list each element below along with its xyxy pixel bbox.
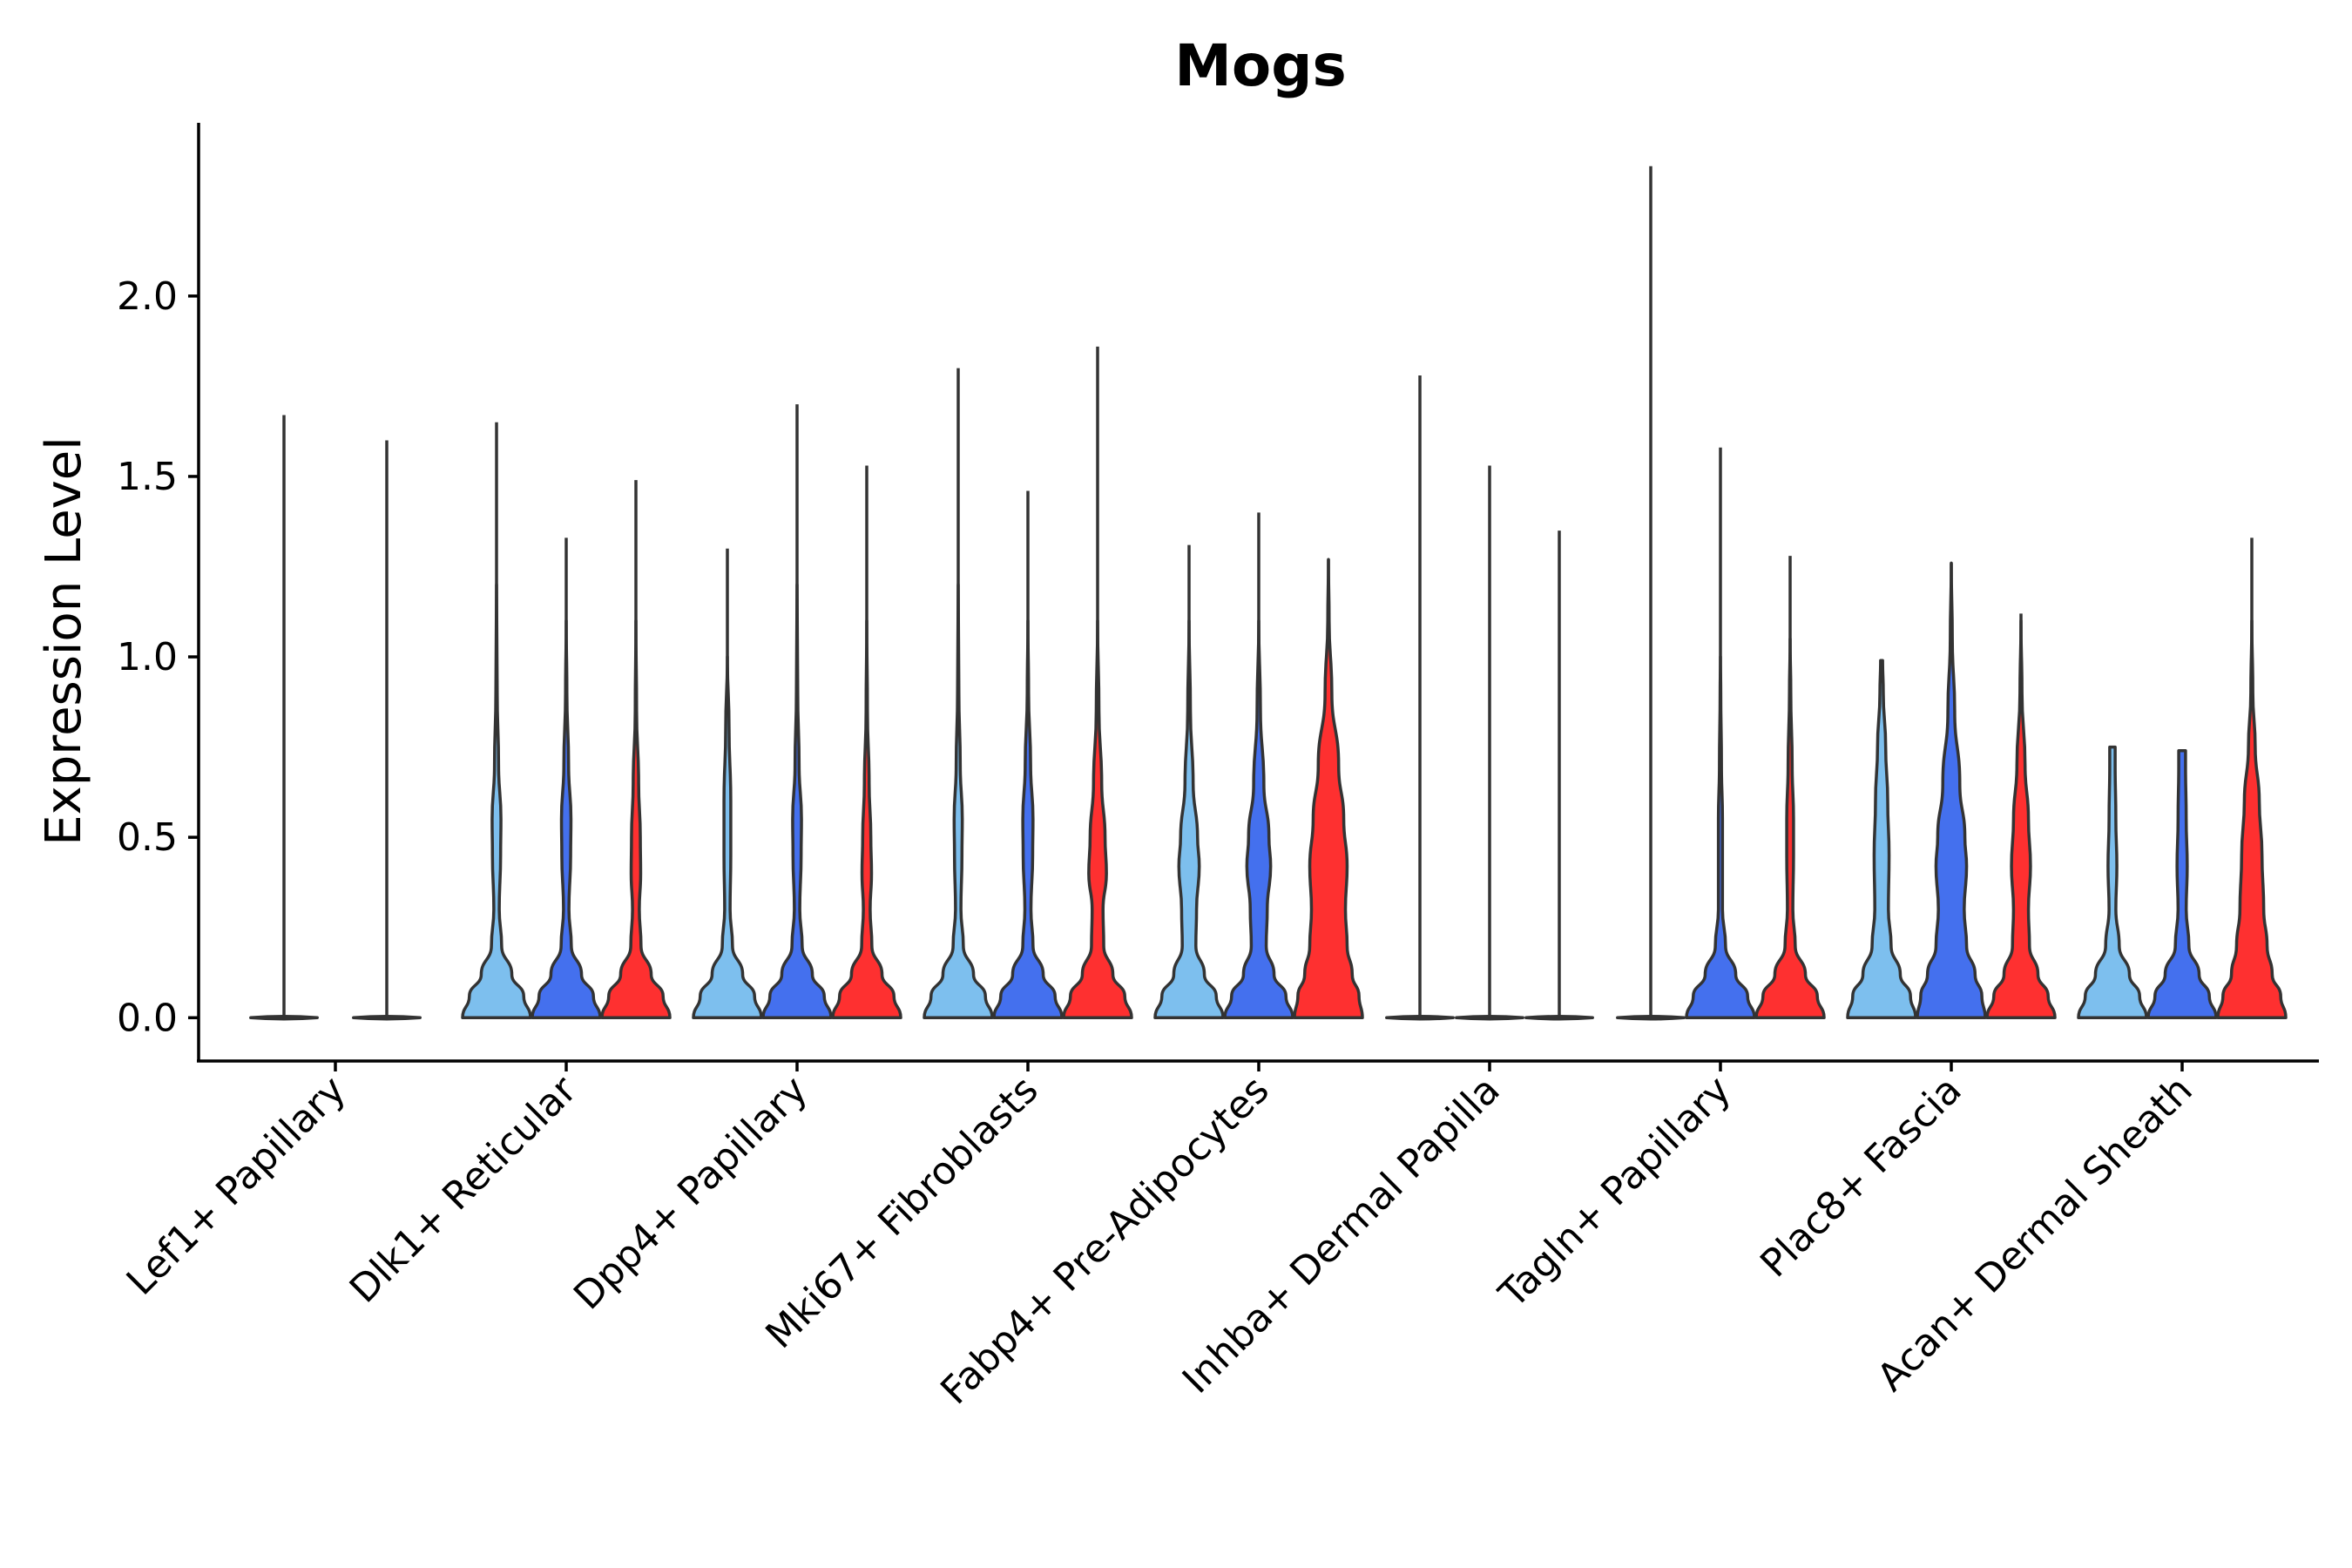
violin-group1 xyxy=(461,583,532,1020)
violin-group3 xyxy=(352,1015,422,1021)
violin-group2 xyxy=(1455,1015,1524,1021)
violin-group1 xyxy=(249,1015,319,1021)
category-group xyxy=(2077,537,2288,1020)
violin-group2 xyxy=(531,618,602,1020)
category-group xyxy=(1616,166,1826,1021)
violin-group2 xyxy=(992,618,1064,1020)
y-tick-label: 0.0 xyxy=(117,996,178,1040)
y-axis-label: Expression Level xyxy=(36,436,92,846)
violin-group1 xyxy=(2077,745,2148,1020)
x-tick-label: Dpp4+ Papillary xyxy=(565,1068,816,1319)
y-tick-label: 2.0 xyxy=(117,274,178,319)
chart-title: Mogs xyxy=(1174,32,1347,99)
category-group xyxy=(461,422,672,1020)
category-group xyxy=(692,404,902,1020)
violin-group3 xyxy=(1293,558,1364,1020)
category-group xyxy=(1385,375,1594,1021)
violin-group3 xyxy=(600,618,672,1020)
violin-group1 xyxy=(923,583,994,1020)
y-tick-label: 1.0 xyxy=(117,635,178,679)
violin-group2 xyxy=(2146,749,2218,1020)
violin-group3 xyxy=(1524,1015,1594,1021)
violin-group2 xyxy=(1223,618,1294,1020)
category-group xyxy=(249,415,422,1021)
violin-group3 xyxy=(1985,618,2057,1020)
violin-group2 xyxy=(761,583,833,1020)
category-group xyxy=(1846,561,2057,1020)
violin-group3 xyxy=(2216,618,2288,1020)
violin-group1 xyxy=(1846,659,1917,1020)
y-tick-label: 1.5 xyxy=(117,455,178,499)
category-group xyxy=(923,346,1133,1020)
violin-group1 xyxy=(692,655,763,1020)
x-tick-label: Plac8+ Fascia xyxy=(1752,1068,1970,1287)
violin-group2 xyxy=(1916,561,1987,1020)
plot-area xyxy=(249,166,2288,1021)
x-tick-label: Dlk1+ Reticular xyxy=(341,1067,586,1312)
violin-group3 xyxy=(1062,618,1133,1020)
violin-group1 xyxy=(1153,618,1225,1020)
x-tick-label: Tagln+ Papillary xyxy=(1490,1068,1740,1317)
violin-group1 xyxy=(1385,1015,1455,1021)
category-group xyxy=(1153,512,1364,1020)
x-tick-label: Lef1+ Papillary xyxy=(118,1068,355,1304)
violin-group3 xyxy=(831,618,902,1020)
violin-group1 xyxy=(1616,1015,1686,1021)
violin-group2 xyxy=(1685,655,1756,1020)
violin-group3 xyxy=(1754,637,1826,1020)
y-axis-ticks: 0.0 0.5 1.0 1.5 2.0 xyxy=(117,274,199,1040)
y-tick-label: 0.5 xyxy=(117,815,178,860)
